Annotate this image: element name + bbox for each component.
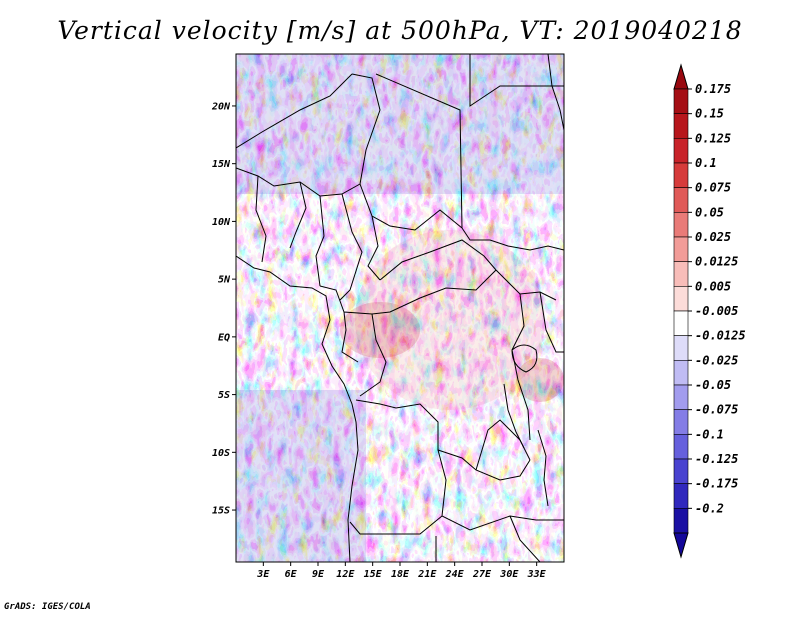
colorbar-bottom-arrow [673,532,689,559]
colorbar-label: -0.0125 [695,329,746,343]
longitude-axis: 3E 6E 9E 12E 15E 18E 21E 24E 27E 30E 33E [256,562,547,580]
lon-tick-label: 33E [527,569,547,580]
lat-tick-label: 15N [212,159,231,170]
lat-tick-label: 10S [212,448,230,459]
colorbar-swatch [673,384,689,410]
colorbar-swatch [673,335,689,361]
colorbar-swatch [673,236,689,262]
colorbar-label: -0.125 [695,452,738,466]
lat-tick-label: 15S [212,506,230,517]
colorbar-label: 0.15 [695,107,724,121]
lat-tick-label: 20N [211,101,231,112]
contour-field [236,54,564,562]
colorbar-swatch [673,458,689,484]
colorbar-swatch [673,286,689,312]
colorbar-swatch [673,409,689,435]
colorbar-swatch [673,508,689,534]
colorbar-label: 0.125 [695,131,731,145]
colorbar-label: -0.2 [695,501,724,515]
colorbar-label: -0.175 [695,477,738,491]
colorbar-label: 0.025 [695,230,731,244]
lon-tick-label: 27E [472,569,492,580]
lon-tick-label: 18E [391,569,410,580]
lon-tick-label: 3E [256,569,270,580]
colorbar-swatch [673,434,689,460]
lat-tick-label: 5N [218,275,231,286]
colorbar-label: 0.0125 [695,255,738,269]
colorbar-swatch [673,88,689,114]
lat-tick-label: EQ [218,332,230,343]
colorbar-swatch [673,162,689,188]
colorbar: 0.175 0.15 0.125 0.1 0.075 0.05 0.025 0.0125 0.0… [673,63,746,559]
lon-tick-label: 12E [336,569,355,580]
colorbar-swatch [673,138,689,164]
lon-tick-label: 21E [417,569,437,580]
colorbar-top-arrow [673,63,689,90]
colorbar-swatch [673,360,689,386]
chart-title: Vertical velocity [m/s] at 500hPa, VT: 2… [57,16,743,45]
colorbar-label: -0.075 [695,403,738,417]
country-borders [236,54,564,562]
lon-tick-label: 9E [312,569,325,580]
colorbar-swatch [673,483,689,509]
colorbar-label: -0.1 [695,427,724,441]
colorbar-swatch [673,212,689,238]
colorbar-swatch [673,113,689,139]
lat-tick-label: 10N [212,217,231,228]
lon-tick-label: 15E [364,569,383,580]
grads-credit: GrADS: IGES/COLA [4,602,91,612]
colorbar-label: 0.075 [695,181,731,195]
colorbar-label: 0.005 [695,279,731,293]
colorbar-swatch [673,187,689,213]
colorbar-label: 0.05 [695,205,724,219]
colorbar-swatch [673,261,689,287]
lon-tick-label: 24E [445,569,465,580]
colorbar-label: -0.025 [695,353,738,367]
lon-tick-label: 6E [285,569,298,580]
colorbar-label: 0.1 [695,156,717,170]
colorbar-swatch [673,310,689,336]
colorbar-label: -0.005 [695,304,738,318]
colorbar-label: 0.175 [695,82,731,96]
colorbar-label: -0.05 [695,378,731,392]
latitude-axis: 20N 15N 10N 5N EQ 5S 10S 15S [211,101,236,517]
lon-tick-label: 30E [499,569,519,580]
lat-tick-label: 5S [218,390,230,401]
